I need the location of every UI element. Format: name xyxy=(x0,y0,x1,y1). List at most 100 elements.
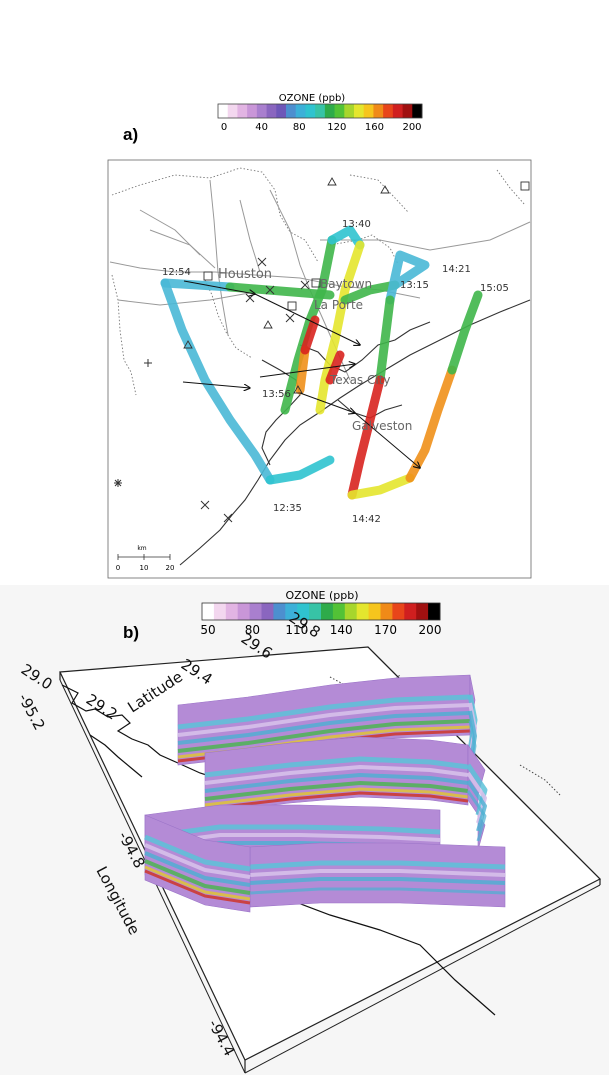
floor-coast-line xyxy=(89,734,143,778)
colorbar-swatch xyxy=(295,104,306,118)
flight-track-segment xyxy=(340,280,400,305)
curtain-ozone-band xyxy=(466,790,487,842)
curtain-ozone-band xyxy=(144,824,441,840)
panel-a-label: a) xyxy=(123,125,139,144)
scale-bar: km 0 10 20 xyxy=(116,545,175,572)
site-star-marker xyxy=(114,479,122,487)
flight-track-segment xyxy=(447,290,483,375)
flight-track-segment xyxy=(225,282,335,300)
wind-arrow xyxy=(183,280,255,294)
colorbar-swatch xyxy=(305,104,316,118)
flight-track-segment xyxy=(280,235,337,415)
boundary-line xyxy=(496,169,526,206)
city-label-texascity: Texas City xyxy=(329,373,391,387)
colorbar-swatch xyxy=(404,603,417,620)
colorbar-swatch xyxy=(213,603,227,620)
colorbar-a-ticks: 0 40 80 120 160 200 xyxy=(221,122,422,133)
box-edge xyxy=(244,884,601,1074)
time-label: 12:54 xyxy=(162,267,191,278)
flight-track-segment xyxy=(160,278,275,485)
site-x-marker xyxy=(265,285,275,295)
scale-label: 0 xyxy=(116,564,120,572)
time-label: 14:42 xyxy=(352,514,381,525)
monitor-triangle-marker xyxy=(263,320,273,329)
colorbar-tick-label: 50 xyxy=(200,623,215,637)
road-line xyxy=(139,209,201,256)
panel-a-map: a) OZONE (ppb) 0 40 80 120 160 200 xyxy=(107,93,532,579)
flight-track-segment xyxy=(315,240,365,415)
flight-track-segment xyxy=(295,345,310,395)
curtain-ozone-band xyxy=(204,787,469,807)
colorbar-swatch xyxy=(383,104,394,118)
curtain-ozone-band xyxy=(204,756,469,778)
colorbar-swatch xyxy=(402,104,413,118)
panel-b-3d-view: b) OZONE (ppb) 50 80 110 140 170 200 xyxy=(0,585,609,1075)
colorbar-swatch xyxy=(392,104,403,118)
curtain-ozone-band xyxy=(204,773,469,793)
colorbar-swatch xyxy=(356,603,369,620)
colorbar-swatch xyxy=(273,603,286,620)
coastline-gulf xyxy=(179,299,531,566)
curtain-ozone-band xyxy=(204,765,469,785)
curtain-ozone-band xyxy=(177,711,471,745)
colorbar-swatch xyxy=(286,104,297,118)
boundary-line xyxy=(329,234,399,265)
curtain-ozone-band xyxy=(144,843,251,879)
road-line xyxy=(117,291,256,306)
time-label: 13:40 xyxy=(342,219,371,230)
site-plus-marker xyxy=(144,359,152,367)
flight-track-segment xyxy=(160,278,235,292)
site-markers xyxy=(114,177,530,523)
colorbar-tick-label: 40 xyxy=(255,122,268,133)
curtain-ozone-band xyxy=(177,694,471,730)
colorbar-swatch xyxy=(225,603,239,620)
colorbar-swatch xyxy=(368,603,381,620)
curtain-ozone-band xyxy=(144,859,251,895)
boundary-line xyxy=(204,279,253,359)
colorbar-swatch xyxy=(363,104,374,118)
lon-tick: -95.2 xyxy=(14,690,48,733)
site-x-marker xyxy=(200,500,210,510)
time-label: 12:35 xyxy=(273,503,302,514)
colorbar-b-ticks: 50 80 110 140 170 200 xyxy=(200,623,441,637)
flight-track-segment xyxy=(347,375,385,500)
colorbar-swatch xyxy=(247,104,258,118)
colorbar-swatch xyxy=(380,603,393,620)
time-label: 14:21 xyxy=(442,264,471,275)
colorbar-b-frame xyxy=(201,602,441,621)
curtain-ozone-band xyxy=(144,834,251,872)
lat-tick: 29.0 xyxy=(18,660,56,693)
colorbar-a-title: OZONE (ppb) xyxy=(279,93,346,104)
city-square-marker xyxy=(520,181,530,191)
colorbar-swatch xyxy=(428,603,441,620)
colorbar-swatch xyxy=(202,603,215,620)
curtain-ozone-band xyxy=(249,860,506,870)
city-label-galveston: Galveston xyxy=(352,419,412,433)
colorbar-swatch xyxy=(324,104,335,118)
colorbar-b-title: OZONE (ppb) xyxy=(285,589,358,602)
colorbar-swatch xyxy=(344,104,355,118)
colorbar-swatch xyxy=(332,603,346,620)
ozone-curtains xyxy=(144,674,506,913)
curtain-ozone-band xyxy=(204,781,469,801)
colorbar-swatch xyxy=(373,104,384,118)
colorbar-swatch xyxy=(227,104,238,118)
county-boundaries xyxy=(111,167,526,396)
flight-track-segment xyxy=(375,295,395,385)
colorbar-a: OZONE (ppb) 0 40 80 120 160 200 xyxy=(217,93,423,133)
city-square-marker xyxy=(203,271,213,281)
colorbar-a-frame xyxy=(217,103,423,119)
curtain-ozone-band xyxy=(249,869,506,877)
colorbar-swatch xyxy=(237,104,248,118)
longitude-axis-label: Longitude xyxy=(92,863,143,937)
monitor-triangle-marker xyxy=(380,185,390,194)
time-label: 15:05 xyxy=(480,283,509,294)
colorbar-swatch xyxy=(249,603,262,620)
wind-arrow xyxy=(182,381,250,388)
curtain-ozone-band xyxy=(177,719,471,753)
curtain-ozone-band xyxy=(177,703,471,737)
colorbar-swatch xyxy=(297,603,310,620)
wind-vectors xyxy=(182,280,420,468)
site-x-marker xyxy=(285,313,295,323)
boundary-line xyxy=(111,167,319,263)
